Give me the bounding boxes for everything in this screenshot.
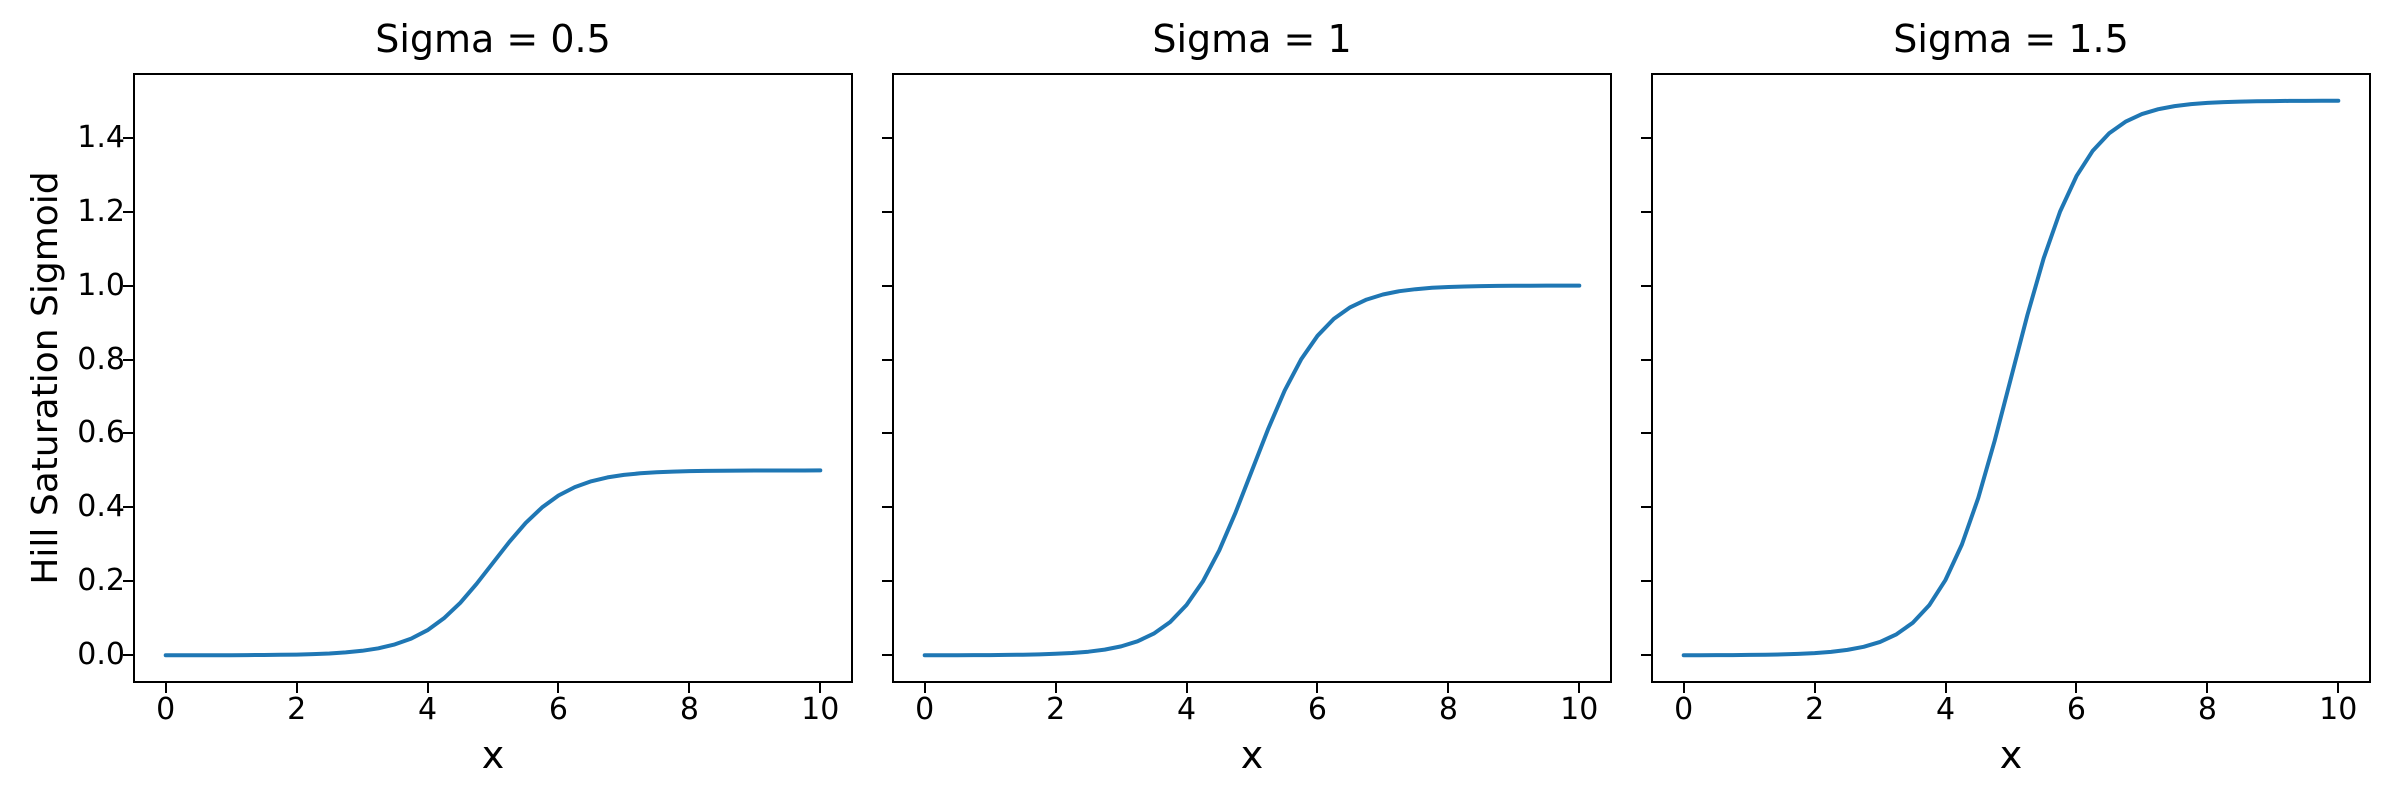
y-tick-mark bbox=[882, 580, 892, 583]
x-tick-mark bbox=[1054, 683, 1057, 693]
y-tick-label: 0.2 bbox=[77, 563, 125, 599]
plot-area bbox=[892, 73, 1612, 683]
y-tick-mark bbox=[1641, 580, 1651, 583]
y-tick-label: 0.0 bbox=[77, 637, 125, 673]
y-tick-mark bbox=[882, 210, 892, 213]
y-tick-mark bbox=[1641, 358, 1651, 361]
y-tick-mark bbox=[1641, 284, 1651, 287]
x-tick-label: 8 bbox=[2197, 692, 2217, 727]
subplot-title: Sigma = 0.5 bbox=[375, 17, 611, 61]
y-tick-mark bbox=[1641, 506, 1651, 509]
x-tick-mark bbox=[1813, 683, 1816, 693]
y-tick-mark bbox=[882, 136, 892, 139]
x-tick-label: 8 bbox=[679, 692, 699, 727]
y-tick-mark bbox=[123, 358, 133, 361]
subplot-sigma-1: Sigma = 1 0 2 4 6 8 10 x bbox=[882, 20, 1612, 774]
x-tick-mark bbox=[1447, 683, 1450, 693]
subplot-sigma-1-5: Sigma = 1.5 0 2 4 6 8 10 x bbox=[1641, 20, 2371, 774]
y-tick-label: 1.2 bbox=[77, 193, 125, 229]
y-tick-mark bbox=[882, 358, 892, 361]
x-tick-label: 4 bbox=[417, 692, 438, 727]
x-tick-label: 10 bbox=[801, 692, 840, 727]
y-tick-mark bbox=[123, 654, 133, 657]
y-tick-mark bbox=[123, 506, 133, 509]
subplot-title: Sigma = 1 bbox=[1152, 17, 1352, 61]
x-tick-label: 10 bbox=[2319, 692, 2358, 727]
y-tick-mark bbox=[1641, 210, 1651, 213]
x-tick-mark bbox=[557, 683, 560, 693]
y-tick-mark bbox=[123, 284, 133, 287]
x-tick-label: 2 bbox=[287, 692, 307, 727]
x-tick-mark bbox=[164, 683, 167, 693]
x-tick-label: 6 bbox=[548, 692, 568, 727]
x-tick-label: 0 bbox=[1674, 692, 1694, 727]
y-axis-label: Hill Saturation Sigmoid bbox=[25, 171, 66, 585]
x-tick-label: 6 bbox=[2066, 692, 2086, 727]
y-tick-mark bbox=[1641, 136, 1651, 139]
x-tick-mark bbox=[923, 683, 926, 693]
x-tick-mark bbox=[1185, 683, 1188, 693]
x-tick-label: 10 bbox=[1560, 692, 1599, 727]
x-tick-label: 4 bbox=[1176, 692, 1197, 727]
x-tick-label: 0 bbox=[156, 692, 176, 727]
x-tick-mark bbox=[2337, 683, 2340, 693]
x-tick-mark bbox=[295, 683, 298, 693]
x-tick-label: 6 bbox=[1307, 692, 1327, 727]
y-tick-label: 0.4 bbox=[77, 489, 125, 525]
x-tick-label: 2 bbox=[1046, 692, 1066, 727]
x-tick-mark bbox=[426, 683, 429, 693]
y-tick-mark bbox=[123, 580, 133, 583]
x-tick-label: 4 bbox=[1935, 692, 1956, 727]
sigmoid-line bbox=[1681, 98, 2341, 658]
y-tick-mark bbox=[1641, 654, 1651, 657]
x-tick-mark bbox=[1578, 683, 1581, 693]
plot-area bbox=[133, 73, 853, 683]
y-tick-mark bbox=[123, 432, 133, 435]
x-tick-label: 2 bbox=[1805, 692, 1825, 727]
y-tick-label: 1.0 bbox=[77, 267, 125, 303]
x-tick-mark bbox=[688, 683, 691, 693]
x-tick-label: 8 bbox=[1438, 692, 1458, 727]
x-axis-label: x bbox=[481, 733, 505, 777]
y-tick-mark bbox=[1641, 432, 1651, 435]
x-tick-mark bbox=[2206, 683, 2209, 693]
x-tick-label: 0 bbox=[915, 692, 935, 727]
y-tick-mark bbox=[123, 136, 133, 139]
x-tick-mark bbox=[819, 683, 822, 693]
y-tick-mark bbox=[882, 654, 892, 657]
x-axis-label: x bbox=[1999, 733, 2023, 777]
y-tick-label: 0.8 bbox=[77, 341, 125, 377]
sigmoid-line bbox=[163, 468, 823, 658]
y-tick-mark bbox=[123, 210, 133, 213]
x-axis-label: x bbox=[1240, 733, 1264, 777]
x-tick-mark bbox=[2075, 683, 2078, 693]
y-tick-mark bbox=[882, 506, 892, 509]
y-tick-mark bbox=[882, 432, 892, 435]
subplot-sigma-0-5: Sigma = 0.5 0 2 4 6 8 10 0.0 0.2 0.4 0.6 0.8 1.0 1.2… bbox=[77, 20, 853, 774]
x-tick-mark bbox=[1682, 683, 1685, 693]
y-tick-mark bbox=[882, 284, 892, 287]
y-tick-label: 1.4 bbox=[77, 119, 125, 155]
x-tick-mark bbox=[1316, 683, 1319, 693]
subplot-title: Sigma = 1.5 bbox=[1893, 17, 2129, 61]
sigmoid-line bbox=[922, 283, 1582, 658]
x-tick-mark bbox=[1944, 683, 1947, 693]
y-tick-label: 0.6 bbox=[77, 415, 125, 451]
